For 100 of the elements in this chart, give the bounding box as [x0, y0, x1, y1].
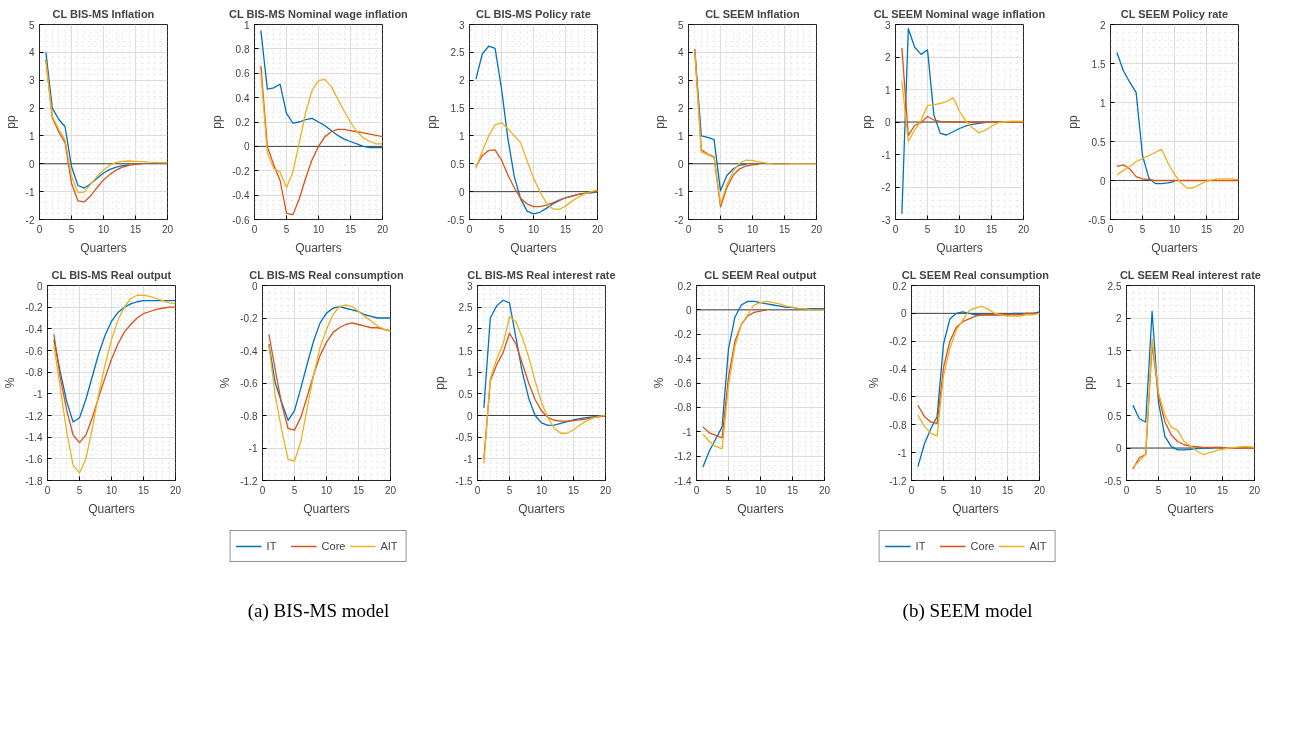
- y-tick-label: -0.8: [889, 419, 907, 431]
- x-tick-label: 5: [291, 484, 298, 496]
- chart-title: CL SEEM Real output: [704, 268, 817, 281]
- x-tick-label: 20: [376, 223, 389, 235]
- y-tick-label: -1: [674, 186, 684, 198]
- y-tick-label: 2: [458, 75, 465, 87]
- y-tick-label: -0.5: [1088, 214, 1106, 226]
- y-tick-label: -1: [248, 443, 258, 454]
- y-tick-label: 0: [1115, 443, 1122, 454]
- y-tick-label: -0.4: [240, 345, 258, 357]
- x-tick-label: 5: [1155, 484, 1162, 496]
- y-tick-label: 3: [28, 75, 35, 87]
- x-tick-label: 15: [1001, 484, 1014, 496]
- x-tick-label: 10: [105, 484, 118, 496]
- y-axis-title: pp: [425, 115, 440, 129]
- chart-title: CL BIS-MS Real consumption: [249, 268, 404, 281]
- y-tick-label: 1: [28, 130, 35, 142]
- legend-label: IT: [915, 540, 927, 552]
- y-tick-label: -0.2: [889, 336, 907, 348]
- y-tick-label: 2: [466, 323, 473, 335]
- x-axis-title: Quarters: [303, 501, 350, 516]
- y-tick-label: -0.6: [889, 391, 907, 403]
- y-tick-label: -1.2: [25, 410, 43, 422]
- x-tick-label: 20: [384, 484, 397, 496]
- x-tick-label: 20: [1248, 484, 1261, 496]
- y-tick-label: -1: [682, 426, 692, 438]
- x-tick-label: 15: [778, 223, 791, 235]
- legend-label: AIT: [380, 540, 399, 552]
- x-tick-label: 10: [1184, 484, 1197, 496]
- x-tick-label: 0: [44, 484, 51, 496]
- y-tick-label: 1: [458, 130, 465, 142]
- x-tick-label: 15: [559, 223, 572, 235]
- y-tick-label: -0.5: [447, 214, 465, 226]
- x-tick-label: 0: [474, 484, 481, 496]
- y-tick-label: -0.5: [455, 432, 473, 444]
- x-axis-title: Quarters: [295, 240, 342, 255]
- y-tick-label: -0.4: [25, 323, 43, 335]
- y-tick-label: -0.4: [674, 353, 692, 365]
- chart-title: CL BIS-MS Real interest rate: [467, 268, 616, 281]
- y-tick-label: 5: [28, 19, 35, 31]
- x-axis-title: Quarters: [1151, 240, 1198, 255]
- x-tick-label: 5: [924, 223, 931, 235]
- y-tick-label: 1.5: [450, 103, 465, 115]
- y-axis-title: %: [218, 377, 233, 389]
- y-tick-label: -1.6: [25, 453, 43, 465]
- y-tick-label: -1: [881, 149, 891, 161]
- legend-label: Core: [970, 540, 995, 552]
- y-tick-label: -0.5: [1104, 475, 1122, 487]
- x-tick-label: 10: [320, 484, 333, 496]
- x-tick-label: 15: [344, 223, 357, 235]
- y-tick-label: -0.2: [25, 302, 43, 314]
- y-tick-label: -1: [25, 186, 35, 198]
- y-tick-label: 0.2: [235, 117, 250, 128]
- x-axis-title: Quarters: [936, 240, 983, 255]
- y-axis-title: pp: [210, 115, 225, 129]
- x-tick-label: 20: [599, 484, 612, 496]
- y-tick-label: 1: [243, 19, 250, 31]
- chart-title: CL SEEM Real interest rate: [1119, 268, 1261, 281]
- y-axis-title: pp: [3, 115, 18, 129]
- y-tick-label: 0: [900, 308, 907, 320]
- legend-label: AIT: [1029, 540, 1048, 552]
- y-tick-label: 0: [685, 304, 692, 316]
- y-tick-label: -1.2: [674, 451, 692, 463]
- chart-title: CL SEEM Nominal wage inflation: [873, 7, 1046, 20]
- x-tick-label: 20: [591, 223, 604, 235]
- chart-title: CL SEEM Real consumption: [901, 268, 1050, 281]
- x-tick-label: 20: [1232, 223, 1245, 235]
- x-tick-label: 5: [717, 223, 724, 235]
- y-tick-label: 0.4: [235, 92, 250, 104]
- x-tick-label: 5: [940, 484, 947, 496]
- y-tick-label: 1.5: [1091, 58, 1106, 70]
- y-tick-label: 0.2: [677, 280, 692, 292]
- y-tick-label: -0.4: [232, 190, 250, 202]
- x-tick-label: 10: [969, 484, 982, 496]
- x-tick-label: 10: [953, 223, 966, 235]
- x-axis-title: Quarters: [510, 240, 557, 255]
- y-tick-label: 2: [1115, 313, 1122, 324]
- x-tick-label: 20: [810, 223, 823, 235]
- x-tick-label: 20: [161, 223, 174, 235]
- legend-label: Core: [321, 540, 346, 552]
- y-axis-title: pp: [1066, 115, 1081, 129]
- y-tick-label: 0: [677, 158, 684, 170]
- y-tick-label: 0: [458, 186, 465, 198]
- x-tick-label: 10: [754, 484, 767, 496]
- x-axis-title: Quarters: [518, 501, 565, 516]
- chart-title: CL SEEM Inflation: [705, 7, 800, 20]
- y-tick-label: 0: [28, 158, 35, 170]
- y-tick-label: 2.5: [458, 302, 473, 314]
- y-tick-label: 1: [466, 367, 473, 379]
- y-tick-label: -2: [674, 214, 684, 226]
- x-tick-label: 10: [746, 223, 759, 235]
- x-tick-label: 10: [535, 484, 548, 496]
- y-tick-label: -2: [25, 214, 35, 226]
- y-tick-label: -0.6: [232, 214, 250, 226]
- y-tick-label: 3: [677, 75, 684, 87]
- chart-title: CL BIS-MS Inflation: [52, 7, 155, 20]
- y-tick-label: -0.8: [25, 367, 43, 379]
- x-tick-label: 15: [129, 223, 142, 235]
- y-tick-label: 0.5: [1107, 410, 1122, 422]
- y-tick-label: 0.5: [458, 388, 473, 400]
